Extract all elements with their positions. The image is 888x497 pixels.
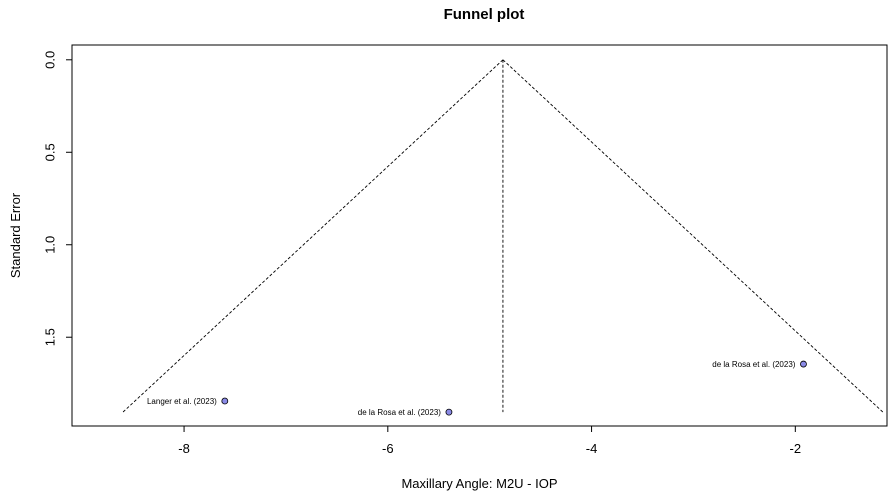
funnel-left-line	[122, 59, 504, 413]
data-point	[221, 397, 229, 405]
x-tick-label: -8	[178, 441, 190, 456]
x-tick-label: -2	[790, 441, 802, 456]
chart-title: Funnel plot	[444, 6, 525, 23]
y-tick-label: 1.5	[43, 328, 58, 346]
data-points: Langer et al. (2023) de la Rosa et al. (2…	[147, 360, 807, 417]
y-tick-label: 1.0	[43, 236, 58, 254]
x-tick-label: -4	[586, 441, 598, 456]
x-axis: -8 -6 -4 -2	[178, 426, 801, 456]
y-axis: 0.0 0.5 1.0 1.5	[43, 51, 72, 346]
y-axis-label: Standard Error	[8, 192, 23, 278]
plot-frame	[71, 44, 888, 427]
data-point-label: de la Rosa et al. (2023)	[712, 360, 795, 369]
y-tick-label: 0.0	[43, 51, 58, 69]
funnel-right-line	[502, 59, 884, 413]
data-point-label: Langer et al. (2023)	[147, 397, 217, 406]
funnel-lines	[122, 59, 884, 413]
x-axis-label: Maxillary Angle: M2U - IOP	[401, 476, 557, 491]
data-point-label: de la Rosa et al. (2023)	[358, 408, 441, 417]
x-tick-label: -6	[382, 441, 394, 456]
y-tick-label: 0.5	[43, 143, 58, 161]
data-point	[445, 408, 453, 416]
data-point	[800, 360, 807, 368]
